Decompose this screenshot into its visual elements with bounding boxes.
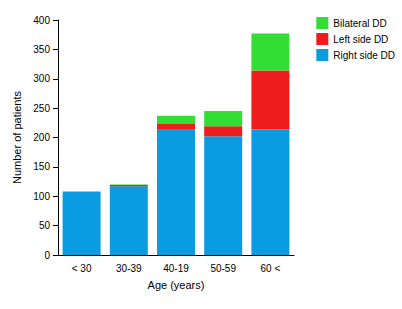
svg-text:400: 400: [33, 15, 50, 26]
svg-text:100: 100: [33, 191, 50, 202]
svg-text:< 30: < 30: [72, 263, 92, 274]
svg-text:Right side DD: Right side DD: [333, 50, 395, 61]
svg-text:150: 150: [33, 161, 50, 172]
svg-text:300: 300: [33, 73, 50, 84]
svg-text:Bilateral DD: Bilateral DD: [333, 18, 386, 29]
svg-text:200: 200: [33, 132, 50, 143]
svg-text:40-19: 40-19: [163, 263, 189, 274]
svg-text:60 <: 60 <: [261, 263, 281, 274]
svg-text:350: 350: [33, 44, 50, 55]
svg-text:0: 0: [44, 250, 50, 261]
svg-text:Left side DD: Left side DD: [333, 34, 388, 45]
svg-text:250: 250: [33, 103, 50, 114]
svg-text:50-59: 50-59: [210, 263, 236, 274]
svg-text:50: 50: [39, 220, 51, 231]
svg-text:Age (years): Age (years): [148, 279, 205, 291]
svg-text:30-39: 30-39: [116, 263, 142, 274]
svg-text:Number of patients: Number of patients: [11, 91, 23, 184]
